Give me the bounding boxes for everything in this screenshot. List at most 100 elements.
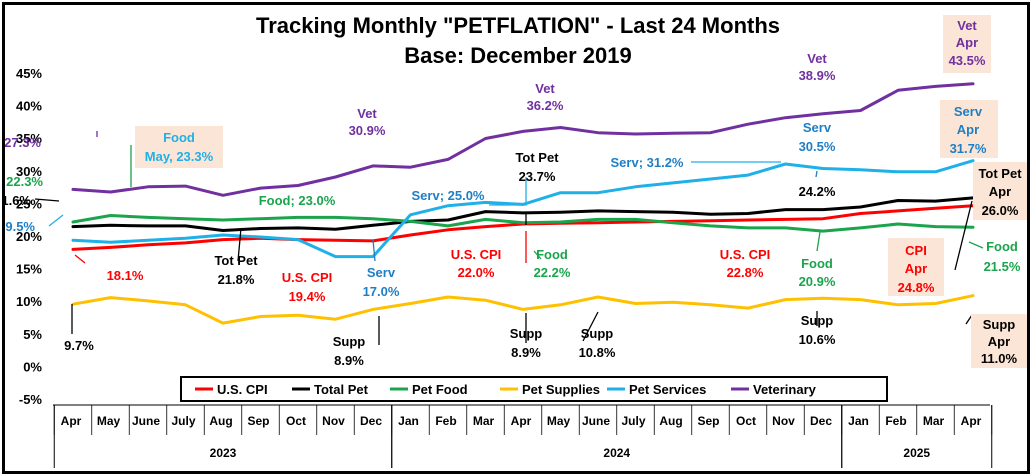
ann-supp-start: 9.7%: [64, 338, 94, 353]
leader-serv-dec24: [815, 170, 818, 178]
x-tick-label: Feb: [885, 414, 906, 428]
ann-vet-end-l1: Vet: [957, 18, 977, 33]
ann-tot-end-box: [973, 162, 1027, 220]
leader-supp-jun: [582, 311, 599, 342]
y-tick-label: 0%: [23, 359, 42, 374]
y-tick-label: 15%: [16, 262, 42, 277]
x-tick-label: Aug: [209, 414, 232, 428]
ann-supp-end-l3: 11.0%: [981, 351, 1018, 366]
x-tick-label: Dec: [810, 414, 832, 428]
ann-cpi-dec24-val: 22.8%: [727, 265, 764, 280]
x-tick-label: Nov: [772, 414, 795, 428]
ann-tot-end-l1: Tot Pet: [978, 166, 1022, 181]
ann-food-end-val: 21.5%: [984, 259, 1021, 274]
ann-supp-jun-name: Supp: [581, 326, 614, 341]
x-tick-label: June: [132, 414, 160, 428]
x-tick-label: Jan: [848, 414, 869, 428]
x-tick-label: Nov: [322, 414, 345, 428]
ann-vet-end-l3: 43.5%: [949, 53, 986, 68]
y-tick-label: 30%: [16, 164, 42, 179]
y-tick-label: 45%: [16, 66, 42, 81]
ann-cpi-end-l3: 24.8%: [898, 280, 935, 295]
annotations: 27.3% Vet 30.9% Vet 36.2% Vet 38.9% Vet Apr 43.5%…: [0, 15, 1027, 368]
leader-serv-nov: [372, 239, 376, 262]
x-tick-label: Oct: [286, 414, 306, 428]
ann-cpi-dec-val: 19.4%: [289, 289, 326, 304]
ann-tot-aug-name: Tot Pet: [214, 253, 258, 268]
x-tick-label: July: [621, 414, 645, 428]
leader-cpi-start: [74, 254, 86, 264]
ann-vet-start: 27.3%: [5, 135, 41, 150]
x-tick-label: Feb: [435, 414, 456, 428]
x-tick-label: May: [547, 414, 571, 428]
y-tick-label: 25%: [16, 196, 42, 211]
ann-cpi-start: 18.1%: [107, 268, 144, 283]
ann-vet-dec24-val: 38.9%: [799, 68, 836, 83]
legend-label: Pet Food: [412, 382, 468, 397]
ann-serv-nov-name: Serv: [367, 265, 396, 280]
y-axis: 45% 40% 35% 30% 25% 20% 15% 10% 5% 0% -5%: [16, 66, 42, 407]
ann-vet-dec24-name: Vet: [807, 51, 827, 66]
ann-serv-end-box: [940, 100, 998, 158]
ann-cpi-end-l2: Apr: [905, 261, 927, 276]
ann-vet-dec23-name: Vet: [357, 106, 377, 121]
ann-food-dec24-val: 20.9%: [799, 274, 836, 289]
legend-label: Total Pet: [314, 382, 369, 397]
y-tick-label: 5%: [23, 327, 42, 342]
ann-food-dec24-name: Food: [801, 256, 833, 271]
ann-food-end-name: Food: [986, 239, 1018, 254]
chart-title: Tracking Monthly "PETFLATION" - Last 24 …: [256, 13, 780, 38]
ann-food-may-l2: May, 23.3%: [145, 149, 214, 164]
legend-label: Pet Supplies: [522, 382, 600, 397]
ann-serv-jan: Serv; 25.0%: [412, 188, 485, 203]
legend-label: U.S. CPI: [217, 382, 268, 397]
ann-cpi-apr24-name: U.S. CPI: [451, 247, 502, 262]
ann-food-may-box: [135, 126, 223, 168]
petflation-chart: Tracking Monthly "PETFLATION" - Last 24 …: [0, 13, 1027, 468]
x-tick-label: Sep: [697, 414, 719, 428]
series-line-total-pet: [71, 196, 975, 232]
ann-supp-dec24-name: Supp: [801, 313, 834, 328]
ann-serv-jul: Serv; 31.2%: [611, 155, 684, 170]
ann-supp-dec-val: 8.9%: [334, 353, 364, 368]
ann-tot-aug-val: 21.8%: [218, 272, 255, 287]
x-tick-label: Apr: [511, 414, 532, 428]
x-tick-label: Apr: [961, 414, 982, 428]
ann-serv-nov-val: 17.0%: [363, 284, 400, 299]
y-tick-label: 10%: [16, 294, 42, 309]
x-tick-label: Aug: [659, 414, 682, 428]
leader-tot-end: [954, 200, 973, 271]
ann-supp-dec-name: Supp: [333, 334, 366, 349]
ann-tot-start: 21.6%: [5, 193, 31, 208]
ann-serv-start: 19.5%: [5, 219, 35, 234]
y-tick-label: 20%: [16, 229, 42, 244]
ann-vet-apr24-val: 36.2%: [527, 98, 564, 113]
y-tick-label: -5%: [19, 392, 43, 407]
ann-serv-dec24-val: 30.5%: [799, 139, 836, 154]
year-label: 2024: [603, 446, 630, 460]
ann-food-apr24-name: Food: [536, 247, 568, 262]
year-label: 2023: [210, 446, 237, 460]
series-line-veterinary: [71, 82, 975, 197]
legend-label: Veterinary: [753, 382, 817, 397]
x-tick-label: May: [97, 414, 121, 428]
x-tick-label: Oct: [736, 414, 756, 428]
ann-serv-dec24-name: Serv: [803, 120, 832, 135]
ann-cpi-dec24-name: U.S. CPI: [720, 247, 771, 262]
ann-supp-end-box: [971, 314, 1027, 368]
ann-serv-end-l3: 31.7%: [950, 141, 987, 156]
ann-supp-apr24-val: 8.9%: [511, 345, 541, 360]
ann-supp-end-l1: Supp: [983, 317, 1016, 332]
leader-tot-aug: [237, 227, 242, 262]
leader-lines: [34, 131, 984, 345]
leader-food-apr24: [533, 250, 542, 260]
chart-subtitle: Base: December 2019: [404, 43, 631, 68]
ann-vet-dec23-val: 30.9%: [349, 123, 386, 138]
ann-supp-end-l2: Apr: [988, 334, 1010, 349]
ann-food-oct: Food; 23.0%: [259, 193, 336, 208]
x-axis: Apr May June July Aug Sep Oct Nov Dec Jan Feb Mar Ap…: [53, 404, 993, 468]
ann-tot-end-l2: Apr: [989, 184, 1011, 199]
series-lines: [71, 82, 975, 325]
y-tick-label: 40%: [16, 99, 42, 114]
